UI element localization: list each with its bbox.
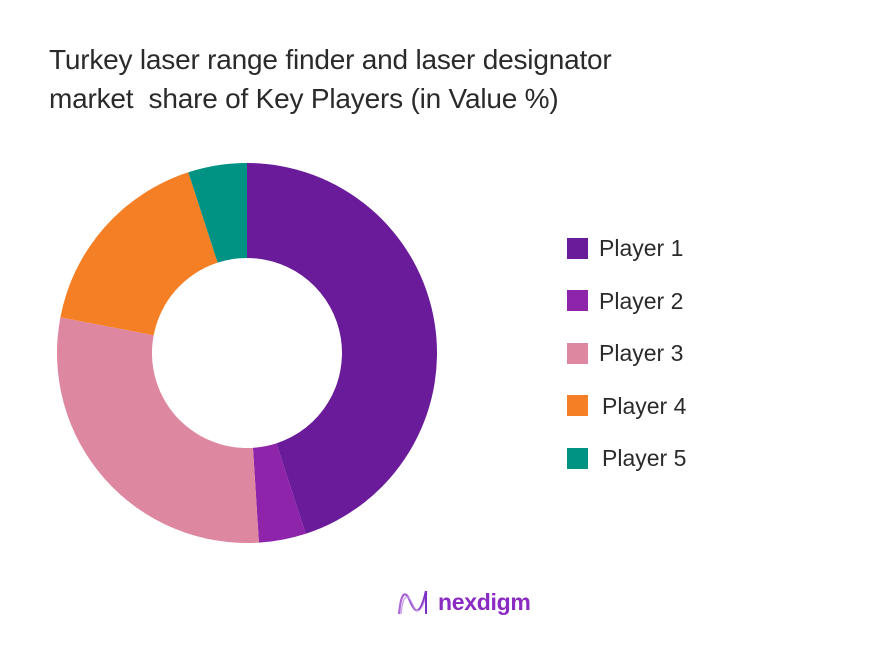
legend-swatch	[567, 395, 588, 416]
logo-text: nexdigm	[438, 588, 531, 615]
donut-slice-player-1	[247, 163, 438, 534]
legend-swatch	[567, 447, 588, 469]
legend-label: Player 1	[599, 235, 684, 261]
donut-slice-player-3	[57, 317, 259, 543]
legend-item-player-5: Player 5	[567, 446, 686, 470]
chart-title-line-2: market share of Key Players (in Value %)	[49, 83, 559, 114]
nexdigm-logo: nexdigm	[396, 587, 531, 617]
chart-title-line-1: Turkey laser range finder and laser desi…	[49, 44, 612, 75]
donut-slice-player-5	[188, 163, 247, 263]
donut-slice-player-2	[252, 443, 306, 543]
legend-label: Player 5	[602, 445, 687, 471]
legend-item-player-4: Player 4	[567, 394, 686, 418]
legend-swatch	[567, 342, 588, 364]
legend-label: Player 2	[599, 287, 684, 314]
chart-title: Turkey laser range finder and laser desi…	[49, 40, 809, 118]
legend-item-player-2: Player 2	[567, 289, 683, 313]
donut-slice-player-4	[60, 172, 218, 336]
legend-swatch	[567, 290, 588, 311]
nexdigm-wave-logo-icon	[397, 590, 428, 615]
legend-swatch	[567, 237, 588, 259]
legend-item-player-1: Player 1	[567, 236, 683, 260]
legend-item-player-3: Player 3	[567, 341, 683, 365]
legend-label: Player 3	[599, 340, 684, 366]
legend-label: Player 4	[602, 392, 687, 419]
